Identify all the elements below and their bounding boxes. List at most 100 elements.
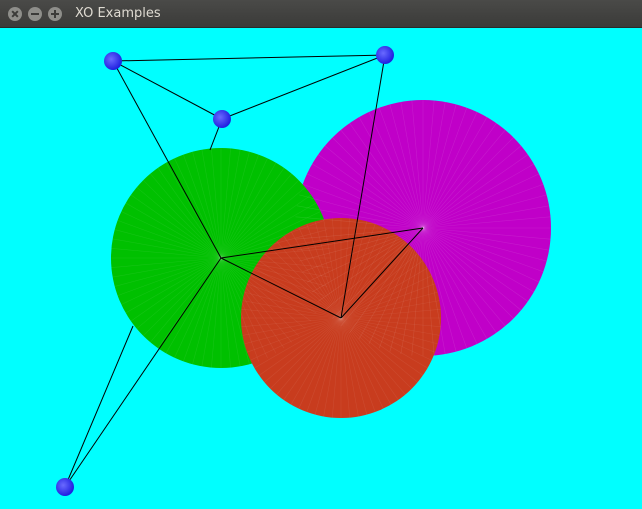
spoke-line xyxy=(183,257,222,362)
spoke-line xyxy=(130,194,222,259)
spoke-line xyxy=(422,227,488,340)
spoke-line xyxy=(276,241,342,319)
spoke-line xyxy=(422,227,468,349)
spoke-line xyxy=(111,248,222,259)
spoke-line xyxy=(340,317,440,336)
spoke-line xyxy=(295,227,424,240)
spoke-line xyxy=(340,317,436,353)
spoke-line xyxy=(422,227,550,251)
close-icon[interactable] xyxy=(8,7,22,21)
spoke-line xyxy=(220,167,285,259)
spoke-line xyxy=(192,151,222,259)
circle-spokes xyxy=(111,100,551,418)
spoke-line xyxy=(311,163,424,229)
spoke-line xyxy=(242,300,342,319)
spoke-line xyxy=(136,187,222,259)
spoke-line xyxy=(220,248,331,259)
spoke-line xyxy=(306,173,424,229)
spoke-line xyxy=(220,257,325,296)
spoke-line xyxy=(411,100,424,229)
spoke-line xyxy=(220,173,292,259)
window-title: XO Examples xyxy=(75,6,161,21)
minimize-icon[interactable] xyxy=(28,7,42,21)
spoke-line xyxy=(254,317,342,369)
spoke-line xyxy=(340,247,412,319)
edge xyxy=(64,257,222,488)
spoke-line xyxy=(340,235,399,319)
spoke-line xyxy=(241,308,342,319)
spoke-line xyxy=(422,116,488,229)
spoke-line xyxy=(422,227,446,355)
node-handle[interactable] xyxy=(213,110,231,128)
spoke-line xyxy=(340,227,384,319)
spoke-line xyxy=(422,104,457,229)
spoke-line xyxy=(340,260,424,319)
spoke-line xyxy=(220,257,259,362)
spoke-line xyxy=(422,227,435,356)
spoke-line xyxy=(378,227,424,349)
spoke-line xyxy=(254,267,342,319)
spoke-line xyxy=(220,257,268,358)
spoke-line xyxy=(241,317,342,328)
spoke-line xyxy=(311,227,424,293)
spoke-line xyxy=(165,257,222,354)
circles-layer xyxy=(111,100,551,418)
spoke-line xyxy=(220,257,285,349)
spoke-line xyxy=(250,317,342,361)
title-bar[interactable]: XO Examples xyxy=(0,0,642,28)
spoke-line xyxy=(411,227,424,356)
spoke-line xyxy=(220,257,306,329)
spoke-line xyxy=(220,148,231,259)
spoke-line xyxy=(112,257,222,278)
edge xyxy=(340,54,386,319)
spoke-line xyxy=(340,317,432,361)
spoke-line xyxy=(157,167,222,259)
spoke-line xyxy=(270,247,342,319)
spoke-line xyxy=(340,223,376,319)
spoke-line xyxy=(242,317,342,336)
spoke-line xyxy=(211,257,222,368)
edge xyxy=(220,227,424,259)
spoke-line xyxy=(422,107,468,229)
edge xyxy=(112,60,222,259)
node-handle[interactable] xyxy=(376,46,394,64)
maximize-icon[interactable] xyxy=(48,7,62,21)
spoke-line xyxy=(378,107,424,229)
spoke-line xyxy=(340,308,441,319)
spoke-line xyxy=(422,129,506,229)
node-handle[interactable] xyxy=(104,52,122,70)
spoke-line xyxy=(220,229,328,259)
spoke-line xyxy=(422,227,547,262)
spoke-line xyxy=(302,183,424,229)
spoke-line xyxy=(340,317,441,328)
drawing-canvas[interactable] xyxy=(0,28,642,509)
spoke-line xyxy=(331,218,342,319)
spoke-line xyxy=(422,227,514,319)
spoke-line xyxy=(422,227,529,302)
spoke-line xyxy=(422,100,435,229)
spoke-line xyxy=(340,253,418,319)
spoke-line xyxy=(220,257,317,314)
spoke-line xyxy=(324,227,424,311)
spoke-line xyxy=(340,317,392,405)
spoke-line xyxy=(340,317,406,395)
spoke-line xyxy=(340,317,376,413)
spoke-line xyxy=(422,227,535,293)
node-handle[interactable] xyxy=(56,478,74,496)
spoke-line xyxy=(389,227,424,352)
spoke-line xyxy=(422,154,529,229)
spoke-line xyxy=(220,187,306,259)
spoke-line xyxy=(306,223,342,319)
spoke-line xyxy=(150,173,222,259)
spoke-line xyxy=(422,227,551,240)
spoke-line xyxy=(340,218,351,319)
spoke-line xyxy=(340,300,440,319)
spoke-line xyxy=(340,227,424,327)
spoke-line xyxy=(296,205,424,229)
spoke-line xyxy=(422,227,544,273)
scene xyxy=(56,46,551,496)
spoke-line xyxy=(340,317,418,383)
spoke-line xyxy=(302,227,424,273)
spoke-line xyxy=(340,317,424,376)
spoke-line xyxy=(332,137,424,229)
